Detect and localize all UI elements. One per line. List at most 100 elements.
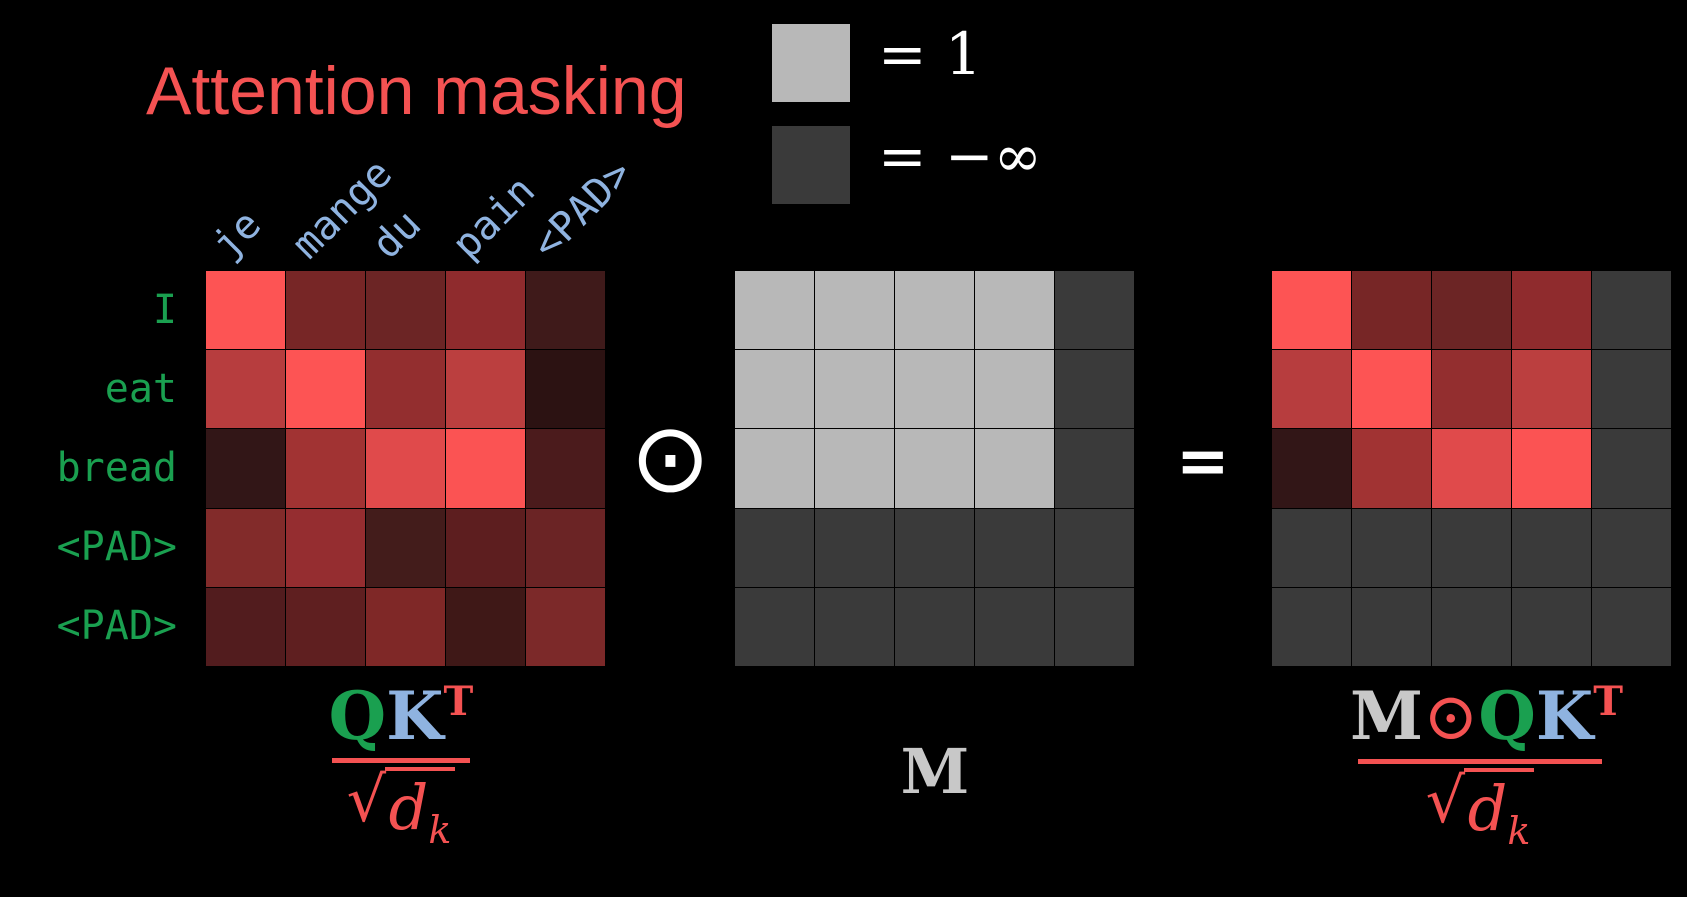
mask-cell [895, 350, 974, 429]
sqrt-dk: √ dk [326, 763, 476, 852]
fraction-bar-result [1358, 759, 1602, 764]
column-label: <PAD> [523, 150, 642, 268]
mask-cell [735, 508, 814, 587]
mask-cell [1055, 429, 1134, 508]
mask-cell [895, 429, 974, 508]
row-label: bread [56, 445, 177, 491]
mask-cell [1055, 587, 1134, 666]
result-cell [1592, 508, 1671, 587]
mask-cell [815, 508, 894, 587]
result-cell [1352, 429, 1431, 508]
qk-cell [286, 271, 365, 350]
mask-cell [975, 271, 1054, 350]
qk-cell [446, 271, 525, 350]
m-symbol: M [900, 735, 970, 808]
qk-cell [526, 508, 605, 587]
qk-cell [446, 350, 525, 429]
result-cell [1512, 429, 1591, 508]
result-cell [1272, 508, 1351, 587]
mask-cell [1055, 508, 1134, 587]
result-cell [1592, 429, 1671, 508]
mask-cell [895, 587, 974, 666]
result-cell [1352, 508, 1431, 587]
diagram-title: Attention masking [146, 53, 687, 129]
hadamard-symbol-result: ⊙ [1423, 678, 1479, 755]
qk-cell [526, 271, 605, 350]
result-cell [1592, 587, 1671, 666]
qk-fraction-label: QKT √ dk [326, 677, 476, 852]
result-cell [1352, 350, 1431, 429]
result-fraction-label: M⊙QKT √ dk [1350, 677, 1623, 853]
mask-cell [735, 429, 814, 508]
mask-cell [815, 271, 894, 350]
q-symbol: Q [328, 677, 387, 755]
qk-cell [366, 350, 445, 429]
legend-swatch-neg-inf [772, 126, 850, 204]
result-cell [1432, 587, 1511, 666]
result-cell [1592, 350, 1671, 429]
qk-cell [446, 429, 525, 508]
k-symbol-result: K [1535, 677, 1594, 755]
qk-cell [366, 587, 445, 666]
result-cell [1592, 271, 1671, 350]
k-subscript-result: k [1507, 809, 1531, 853]
mask-cell [895, 508, 974, 587]
fraction-bar [332, 758, 470, 763]
result-cell [1512, 508, 1591, 587]
result-cell [1512, 350, 1591, 429]
mask-cell [895, 271, 974, 350]
column-label: du [363, 201, 431, 268]
column-label: je [203, 201, 271, 268]
mask-matrix [735, 271, 1134, 666]
d-symbol: d [388, 771, 429, 844]
mask-cell [815, 350, 894, 429]
q-symbol-result: Q [1478, 677, 1536, 755]
qk-cell [446, 508, 525, 587]
legend-swatch-one [772, 24, 850, 102]
result-cell [1432, 508, 1511, 587]
result-cell [1512, 271, 1591, 350]
result-cell [1432, 271, 1511, 350]
qk-score-matrix [206, 271, 605, 666]
result-cell [1512, 587, 1591, 666]
m-symbol-result: M [1350, 677, 1424, 755]
mask-cell [975, 429, 1054, 508]
result-cell [1352, 271, 1431, 350]
mask-cell [1055, 350, 1134, 429]
result-cell [1272, 429, 1351, 508]
qk-cell [526, 587, 605, 666]
mask-cell [975, 350, 1054, 429]
qk-cell [446, 587, 525, 666]
qk-cell [526, 429, 605, 508]
transpose-symbol-result: T [1593, 678, 1624, 725]
row-label: <PAD> [56, 524, 177, 570]
legend-text-one: = 1 [878, 20, 982, 88]
qk-cell [286, 429, 365, 508]
qk-cell [286, 508, 365, 587]
qk-cell [366, 429, 445, 508]
result-cell [1272, 271, 1351, 350]
mask-cell [735, 271, 814, 350]
sqrt-dk-result: √ dk [1350, 764, 1610, 853]
column-label: pain [443, 167, 545, 268]
result-cell [1432, 350, 1511, 429]
qk-cell [526, 350, 605, 429]
result-cell [1272, 587, 1351, 666]
qk-cell [206, 429, 285, 508]
row-label: eat [104, 366, 177, 412]
mask-cell [975, 508, 1054, 587]
transpose-symbol: T [443, 678, 474, 725]
k-subscript: k [428, 808, 452, 852]
qk-cell [206, 587, 285, 666]
row-label: I [152, 287, 177, 333]
mask-cell [815, 429, 894, 508]
result-cell [1272, 350, 1351, 429]
hadamard-operator: ⊙ [630, 402, 711, 514]
masked-score-matrix [1272, 271, 1671, 666]
mask-cell [735, 587, 814, 666]
row-label: <PAD> [56, 603, 177, 649]
d-symbol-result: d [1467, 772, 1508, 845]
qk-cell [366, 271, 445, 350]
k-symbol: K [386, 677, 444, 755]
equals-operator: = [1176, 425, 1230, 499]
